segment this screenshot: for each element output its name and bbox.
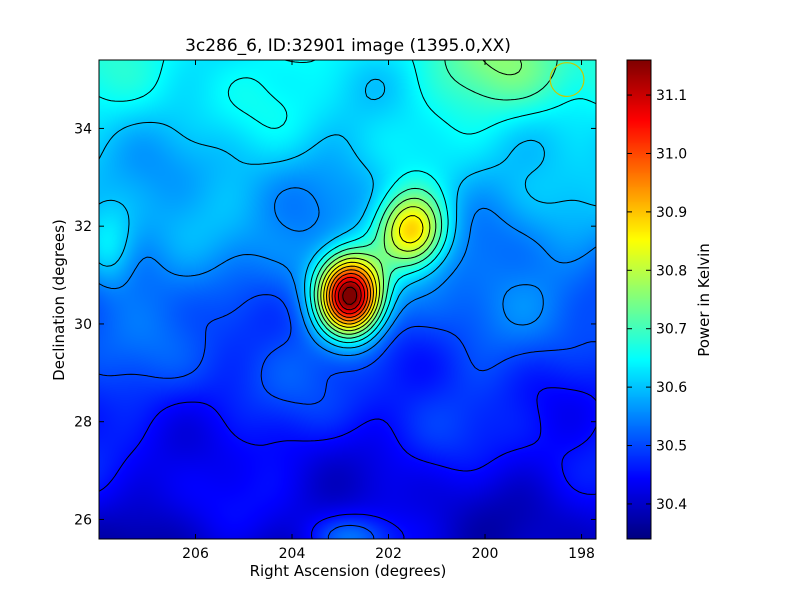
plot-frame bbox=[98, 59, 597, 540]
x-axis-label: Right Ascension (degrees) bbox=[250, 562, 447, 580]
contour-level bbox=[99, 187, 596, 356]
colorbar-tick-label: 30.6 bbox=[656, 380, 687, 396]
y-tick-label: 30 bbox=[74, 317, 92, 333]
colorbar-tick-label: 31.0 bbox=[656, 146, 687, 162]
colorbar-gradient bbox=[627, 60, 651, 539]
x-tick-label: 198 bbox=[568, 546, 595, 562]
x-tick-label: 200 bbox=[472, 546, 499, 562]
colorbar-tick-label: 31.1 bbox=[656, 88, 687, 104]
contour-level bbox=[323, 215, 424, 328]
y-axis-label: Declination (degrees) bbox=[50, 219, 68, 381]
y-tick-label: 34 bbox=[74, 121, 92, 137]
colorbar-tick-label: 30.4 bbox=[656, 497, 687, 513]
contour-level bbox=[326, 265, 374, 325]
y-tick-label: 28 bbox=[74, 415, 92, 431]
contour-level bbox=[320, 206, 431, 332]
y-tick-label: 26 bbox=[74, 512, 92, 528]
contour-level bbox=[99, 294, 596, 539]
colorbar: 30.4 30.5 30.6 30.7 30.8 30.9 31.0 31.1 Power i… bbox=[626, 59, 713, 540]
contour-level bbox=[334, 276, 366, 315]
y-tick-label: 32 bbox=[74, 219, 92, 235]
contour-lines bbox=[99, 60, 596, 539]
colorbar-tick-label: 30.5 bbox=[656, 439, 687, 455]
x-tick-label: 206 bbox=[182, 546, 209, 562]
x-tick-label: 202 bbox=[375, 546, 402, 562]
colorbar-tick-label: 30.8 bbox=[656, 263, 687, 279]
chart-title: 3c286_6, ID:32901 image (1395.0,XX) bbox=[185, 36, 511, 56]
contour-level bbox=[313, 60, 558, 339]
contour-level bbox=[99, 60, 596, 344]
y-axis-ticks: 26 28 30 32 34 bbox=[74, 121, 596, 528]
heatmap-image bbox=[99, 60, 596, 539]
contour-level bbox=[328, 269, 372, 322]
contour-level bbox=[331, 272, 369, 318]
colorbar-label: Power in Kelvin bbox=[695, 243, 713, 357]
x-axis-ticks: 206 204 202 200 198 bbox=[182, 60, 595, 562]
plot-area bbox=[98, 59, 597, 540]
x-tick-label: 204 bbox=[279, 546, 306, 562]
colorbar-tick-label: 30.7 bbox=[656, 322, 687, 338]
colorbar-ticks: 30.4 30.5 30.6 30.7 30.8 30.9 31.0 31.1 bbox=[627, 88, 687, 513]
contour-level bbox=[99, 387, 596, 539]
beam-marker bbox=[549, 62, 585, 98]
contour-level bbox=[337, 281, 362, 311]
contour-level bbox=[342, 286, 358, 305]
colorbar-frame bbox=[626, 59, 652, 540]
colorbar-tick-label: 30.9 bbox=[656, 205, 687, 221]
contour-level bbox=[99, 78, 596, 349]
